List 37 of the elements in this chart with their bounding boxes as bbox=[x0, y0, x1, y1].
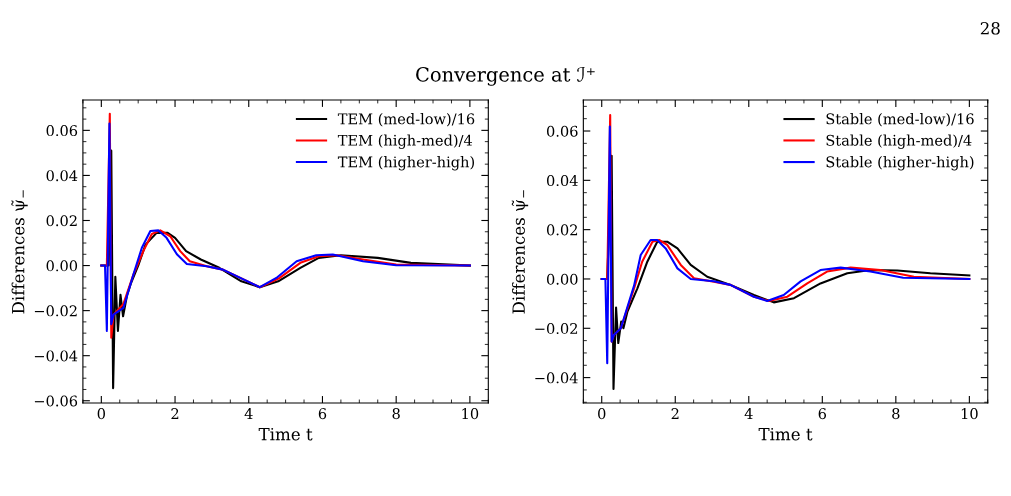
x-axis-title: Time t bbox=[758, 427, 813, 441]
y-tick-label: 0.02 bbox=[546, 224, 578, 236]
x-tick-label: 10 bbox=[462, 408, 479, 420]
y-axis-title: Differences ψ̃$_{−}$ bbox=[511, 190, 529, 314]
x-axis-title: Time t bbox=[258, 427, 313, 441]
text: 28 bbox=[980, 21, 1000, 35]
y-tick-label: 0.00 bbox=[546, 273, 578, 285]
legend-label: Stable (higher-high) bbox=[826, 156, 974, 171]
x-tick-label: 6 bbox=[318, 408, 327, 420]
y-tick-label: 0.04 bbox=[546, 175, 578, 187]
y-tick-label: 0.04 bbox=[46, 170, 78, 182]
y-tick-label: 0.02 bbox=[46, 215, 77, 227]
y-tick-label: −0.06 bbox=[34, 395, 78, 407]
x-tick-label: 2 bbox=[171, 408, 179, 419]
y-tick-label: 0.06 bbox=[46, 125, 78, 137]
x-tick-label: 4 bbox=[744, 408, 753, 419]
legend-label: TEM (high-med)/4 bbox=[337, 134, 473, 149]
y-axis-title: Differences ψ̃$_{−}$ bbox=[11, 190, 28, 314]
y-tick-label: −0.02 bbox=[34, 305, 77, 317]
legend-label: Stable (med-low)/16 bbox=[826, 113, 974, 127]
x-tick-label: 2 bbox=[671, 408, 679, 419]
x-tick-label: 4 bbox=[244, 408, 253, 419]
legend-label: TEM (higher-high) bbox=[337, 156, 475, 171]
x-tick-label: 8 bbox=[892, 408, 900, 420]
legend-label: TEM (med-low)/16 bbox=[337, 113, 475, 127]
y-tick-label: −0.02 bbox=[535, 323, 578, 335]
y-tick-label: −0.04 bbox=[34, 350, 78, 362]
x-tick-label: 6 bbox=[818, 408, 827, 420]
x-tick-label: 10 bbox=[961, 408, 978, 420]
y-tick-label: 0.06 bbox=[546, 125, 578, 137]
y-tick-label: 0.00 bbox=[46, 260, 78, 272]
x-tick-label: 0 bbox=[598, 408, 606, 420]
x-tick-label: 8 bbox=[392, 408, 400, 420]
y-tick-label: −0.04 bbox=[535, 372, 578, 384]
x-tick-label: 0 bbox=[97, 408, 105, 420]
chart-title: Convergence at ℐ⁺ bbox=[416, 67, 595, 86]
legend-label: Stable (high-med)/4 bbox=[826, 134, 972, 149]
